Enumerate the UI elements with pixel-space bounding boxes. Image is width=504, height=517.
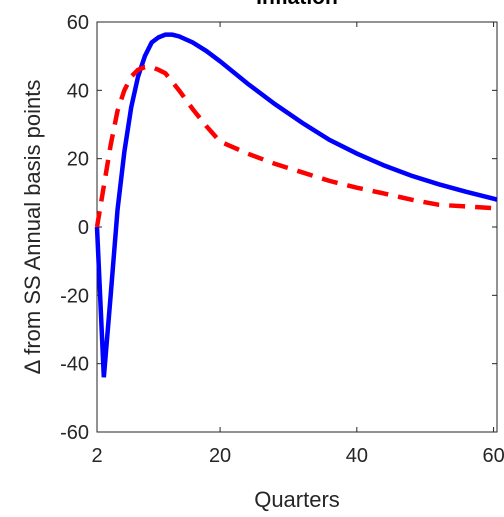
y-tick-label: -20: [60, 285, 89, 307]
x-axis-label: Quarters: [254, 487, 340, 512]
series-line: [94, 64, 497, 228]
plot-area: [96, 21, 498, 433]
x-tick-label: 60: [482, 445, 504, 467]
y-tick-label: 40: [67, 80, 89, 102]
x-tick-label: 20: [209, 445, 231, 467]
x-tick-label: 2: [91, 445, 102, 467]
y-tick-label: 20: [67, 149, 89, 171]
y-tick-label: -60: [60, 422, 89, 444]
chart-title: Inflation: [256, 0, 338, 9]
x-tick-label: 40: [346, 445, 368, 467]
y-tick-label: 0: [78, 217, 89, 239]
series-line: [94, 32, 498, 378]
y-axis-label: Δ from SS Annual basis points: [20, 80, 45, 375]
y-tick-label: 60: [67, 12, 89, 34]
y-tick-label: -40: [60, 354, 89, 376]
